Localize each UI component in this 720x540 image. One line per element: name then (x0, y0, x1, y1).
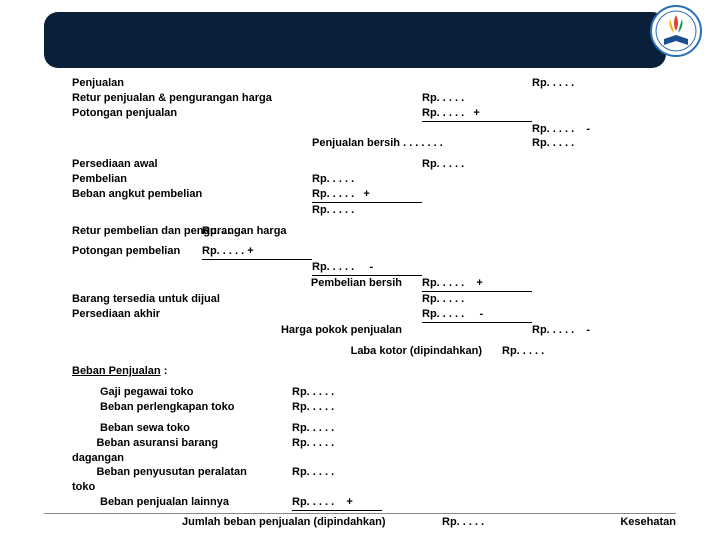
amount: Rp. . . . . (422, 91, 532, 106)
label: Pembelian (72, 172, 252, 187)
label: Persediaan awal (72, 157, 252, 172)
amount: Rp. . . . . (292, 436, 334, 466)
amount: Rp. . . . . (312, 203, 422, 218)
section-header: Beban Penjualan : (72, 364, 167, 379)
footer: Kesehatan (44, 513, 676, 528)
amount: Rp. . . . . (292, 385, 334, 400)
label: Beban penjualan lainnya (72, 495, 292, 510)
label: Beban angkut pembelian (72, 187, 252, 202)
label: Beban penyusutan peralatantoko (72, 465, 292, 495)
amount: Rp. . . . . (422, 107, 464, 119)
amount: Rp. . . . . (312, 188, 354, 200)
amount: Rp. . . . . (422, 292, 532, 307)
amount: Rp. . . . . (532, 123, 574, 135)
ministry-logo (650, 5, 702, 57)
label: Persediaan akhir (72, 307, 252, 322)
income-statement: Penjualan Rp. . . . . Retur penjualan & p… (72, 76, 672, 530)
amount: Rp. . . . . (202, 245, 244, 257)
label: Gaji pegawai toko (72, 385, 292, 400)
op: - (464, 308, 483, 320)
label: Potongan penjualan (72, 106, 312, 121)
amount: Rp. . . . . (292, 421, 334, 436)
label: Beban sewa toko (72, 421, 292, 436)
op: + (354, 188, 370, 200)
amount: Rp. . . . . (292, 465, 334, 495)
op: - (574, 123, 590, 135)
amount: Rp. . . . . (292, 496, 334, 508)
amount: Rp. . . . . (532, 136, 612, 151)
amount: Rp. . . . . (532, 76, 612, 91)
label: Penjualan bersih . . . . . . . (312, 136, 422, 151)
label: Beban asuransi barangdagangan (72, 436, 292, 466)
header (0, 0, 720, 68)
amount: Rp. . . . . (532, 324, 574, 336)
label: Potongan pembelian (72, 244, 202, 259)
op: + (334, 496, 353, 508)
amount: Rp. . . . . (422, 277, 464, 289)
op: + (464, 277, 483, 289)
amount: Rp. . . . . (292, 400, 334, 415)
title-bar (44, 12, 666, 68)
amount: Rp. . . . . (202, 224, 252, 239)
op: - (354, 261, 373, 273)
label: Pembelian bersih (252, 276, 402, 291)
op: + (244, 245, 253, 257)
amount: Rp. . . . . (312, 172, 422, 187)
op: + (464, 107, 480, 119)
amount: Rp. . . . . (422, 308, 464, 320)
label: Harga pokok penjualan (242, 323, 402, 338)
label: Beban perlengkapan toko (72, 400, 292, 415)
amount: Rp. . . . . (312, 261, 354, 273)
label: Retur pembelian dan pengurangan harga (72, 224, 202, 239)
amount: Rp. . . . . (422, 157, 532, 172)
label: Laba kotor (dipindahkan) (302, 344, 482, 359)
label: Retur penjualan & pengurangan harga (72, 91, 312, 106)
op: - (574, 324, 590, 336)
amount: Rp. . . . . (502, 344, 544, 359)
label: Penjualan (72, 76, 252, 91)
label: Barang tersedia untuk dijual (72, 292, 252, 307)
